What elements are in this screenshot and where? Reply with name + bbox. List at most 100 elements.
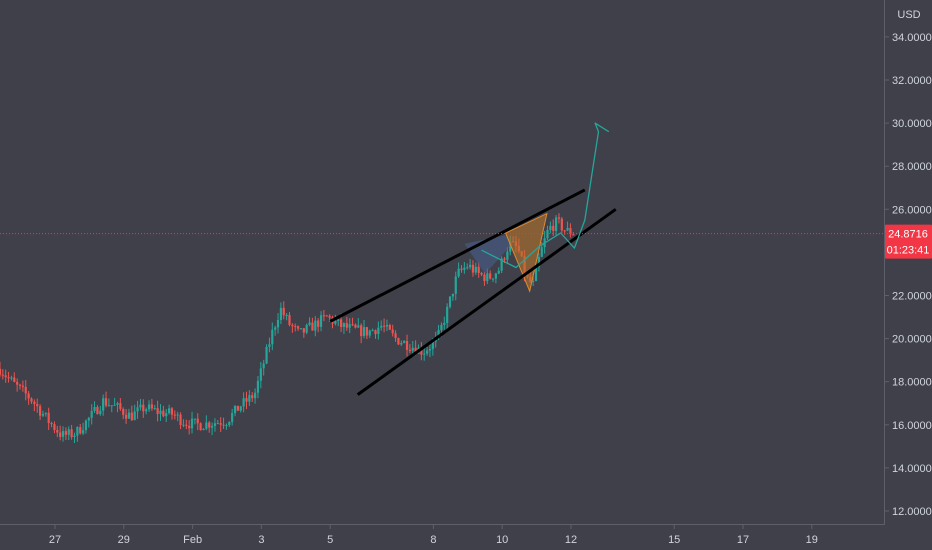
candle-body — [557, 217, 561, 219]
candle-body — [173, 414, 176, 416]
candle-body — [219, 423, 222, 425]
candle-body — [136, 407, 139, 412]
candle-body — [319, 315, 323, 327]
candle-body — [483, 274, 486, 282]
candle-body — [193, 418, 196, 420]
candle-body — [414, 347, 417, 354]
candle-body — [569, 227, 572, 235]
candle-body — [87, 417, 90, 421]
x-tick-label: 3 — [258, 534, 264, 546]
candle-body — [233, 405, 237, 414]
candle-body — [380, 325, 383, 328]
candle-body — [199, 423, 202, 431]
candle-body — [448, 296, 452, 307]
candle-body — [382, 325, 386, 327]
candle-body — [540, 247, 543, 257]
candle-body — [93, 407, 96, 411]
candle-body — [271, 329, 274, 345]
candle-body — [420, 347, 423, 355]
candle-body — [179, 414, 182, 426]
candle-body — [99, 410, 102, 415]
candle-body — [274, 327, 277, 330]
candle-body — [425, 350, 429, 354]
candle-body — [110, 405, 113, 407]
candle-body — [231, 413, 234, 422]
y-tick-label: 30.0000 — [892, 118, 932, 130]
y-tick-label: 22.0000 — [892, 291, 932, 303]
candle-body — [156, 408, 159, 414]
candle-body — [10, 377, 13, 379]
candle-body — [443, 322, 446, 325]
candle-body — [36, 404, 39, 407]
candle-body — [503, 258, 506, 260]
candle-body — [236, 405, 239, 411]
candle-body — [4, 375, 7, 378]
candle-body — [96, 407, 99, 415]
candle-body — [47, 412, 50, 423]
candle-body — [41, 413, 45, 416]
candle-body — [202, 428, 205, 431]
candle-body — [500, 258, 503, 271]
candle-body — [24, 386, 27, 394]
y-tick-label: 16.0000 — [892, 420, 932, 432]
candle-body — [549, 225, 552, 231]
y-tick-label: 28.0000 — [892, 161, 932, 173]
candle-body — [145, 409, 148, 412]
candle-body — [428, 349, 432, 351]
candle-body — [506, 251, 509, 260]
candle-body — [70, 429, 73, 437]
candle-body — [394, 333, 397, 339]
x-tick-label: 12 — [565, 534, 577, 546]
lower-trendline — [356, 208, 617, 396]
candle-body — [208, 422, 211, 428]
candle-body — [560, 218, 563, 231]
candle-body — [56, 429, 59, 433]
candle-body — [491, 278, 495, 280]
candle-body — [248, 395, 251, 402]
candle-body — [79, 427, 82, 434]
candle-body — [64, 431, 67, 435]
candle-body — [374, 330, 377, 335]
candle-body — [423, 353, 426, 355]
candle-body — [130, 412, 133, 421]
candle-body — [113, 404, 116, 406]
candle-body — [403, 340, 406, 344]
candle-body — [480, 273, 483, 275]
current-price-value: 24.8716 — [888, 229, 928, 241]
candle-body — [147, 404, 151, 410]
candle-body — [59, 432, 62, 437]
candle-body — [116, 403, 119, 405]
candle-body — [494, 273, 497, 279]
candle-body — [196, 418, 199, 424]
projection-arrow — [481, 122, 610, 269]
candle-body — [299, 328, 303, 330]
candle-body — [497, 270, 500, 274]
drawings — [329, 122, 617, 396]
candle-body — [102, 398, 105, 411]
candle-body — [259, 368, 262, 381]
candle-body — [84, 420, 88, 431]
currency-label: USD — [897, 9, 920, 21]
candle-body — [185, 424, 188, 426]
y-tick-label: 12.0000 — [892, 506, 932, 518]
candle-body — [477, 266, 480, 274]
candle-body — [253, 392, 257, 399]
candle-body — [288, 315, 291, 325]
candle-body — [368, 330, 371, 336]
x-tick-label: 17 — [737, 534, 749, 546]
candle-body — [222, 424, 225, 426]
candle-body — [127, 412, 131, 419]
candle-body — [268, 344, 271, 347]
candle-body — [411, 347, 414, 351]
candle-body — [104, 398, 108, 406]
candle-body — [150, 404, 153, 409]
y-tick-label: 32.0000 — [892, 75, 932, 87]
x-tick-label: 10 — [496, 534, 508, 546]
candle-body — [400, 343, 403, 345]
candle-body — [107, 405, 110, 407]
candle-body — [256, 380, 260, 393]
candle-body — [251, 395, 254, 399]
y-tick-label: 20.0000 — [892, 334, 932, 346]
